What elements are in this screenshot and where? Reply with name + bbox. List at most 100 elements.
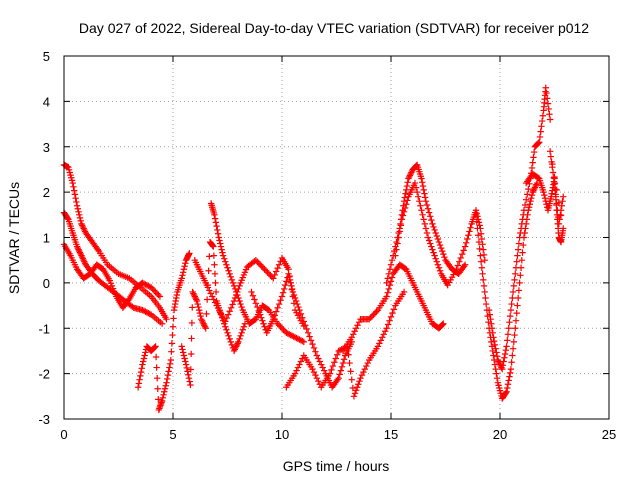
data-point [151,343,159,351]
data-point [214,230,222,237]
data-point [383,293,390,300]
data-point [425,237,433,244]
data-point [79,223,87,231]
data-point [320,367,328,374]
y-tick-label: 3 [43,140,50,155]
data-point [347,368,354,375]
data-point [76,249,84,256]
data-point [182,260,189,267]
data-point [203,310,210,318]
data-point [309,365,316,373]
data-point [352,325,360,332]
data-point [154,385,161,392]
data-point [73,202,81,209]
x-tick-label: 25 [602,427,616,442]
data-point [163,315,170,323]
data-point [189,288,196,296]
data-point [386,266,394,273]
data-point [291,294,299,302]
data-point [296,336,303,343]
data-point [153,290,161,297]
data-point [490,352,497,359]
data-point [405,173,413,181]
data-point [75,208,82,215]
data-point [293,334,300,342]
data-point [411,179,419,187]
data-point [155,396,162,403]
data-point [387,278,395,285]
data-point [379,334,386,341]
data-point [290,333,297,340]
data-point [536,139,543,146]
data-point [517,272,524,279]
data-point [490,334,497,341]
data-point [201,322,208,329]
data-point [142,281,149,288]
data-point [512,325,519,332]
data-point [549,163,556,171]
data-point [551,173,558,181]
data-point [309,340,316,348]
data-point [229,301,236,308]
data-point [272,308,280,315]
data-point [217,243,225,250]
data-point [289,288,297,296]
data-point [296,306,303,314]
data-point [480,246,487,253]
data-point [404,179,411,186]
data-point [422,225,430,232]
data-point [529,159,536,166]
data-point [316,381,323,388]
data-point [265,270,273,277]
data-point [460,247,467,254]
data-point [419,182,427,190]
data-point [508,359,515,366]
data-point [514,246,522,253]
data-point [135,380,143,387]
data-point [350,393,358,400]
data-point [415,193,422,200]
data-point [373,308,380,315]
data-point [480,251,488,259]
data-point [139,306,146,314]
data-point [504,331,512,338]
data-point [534,140,541,147]
data-point [551,179,558,187]
data-point [270,275,277,282]
series-trace-11 [383,161,469,287]
data-point [227,273,234,281]
data-point [357,374,364,382]
data-point [486,311,494,318]
data-point [474,225,481,232]
data-point [496,359,503,367]
data-point [389,309,396,317]
data-point [233,343,240,350]
data-point [299,314,306,321]
data-point [282,281,289,289]
data-point [338,363,346,371]
data-point [221,255,228,262]
data-point [474,213,481,220]
data-point [460,263,468,270]
data-point [441,253,448,261]
data-point [505,377,512,384]
data-point [336,346,344,354]
data-point [509,352,516,359]
data-point [64,215,71,222]
data-point [489,329,496,336]
data-point [70,183,77,191]
data-point [521,201,529,209]
data-point [236,335,243,343]
data-point [143,281,151,289]
data-point [78,253,86,261]
data-point [559,198,566,205]
data-point [259,264,267,271]
data-point [152,288,159,296]
data-point [355,319,363,326]
data-point [514,294,522,302]
data-point [252,256,260,264]
data-point [418,175,425,182]
data-point [279,289,287,296]
data-point [400,208,408,215]
data-point [504,384,511,392]
